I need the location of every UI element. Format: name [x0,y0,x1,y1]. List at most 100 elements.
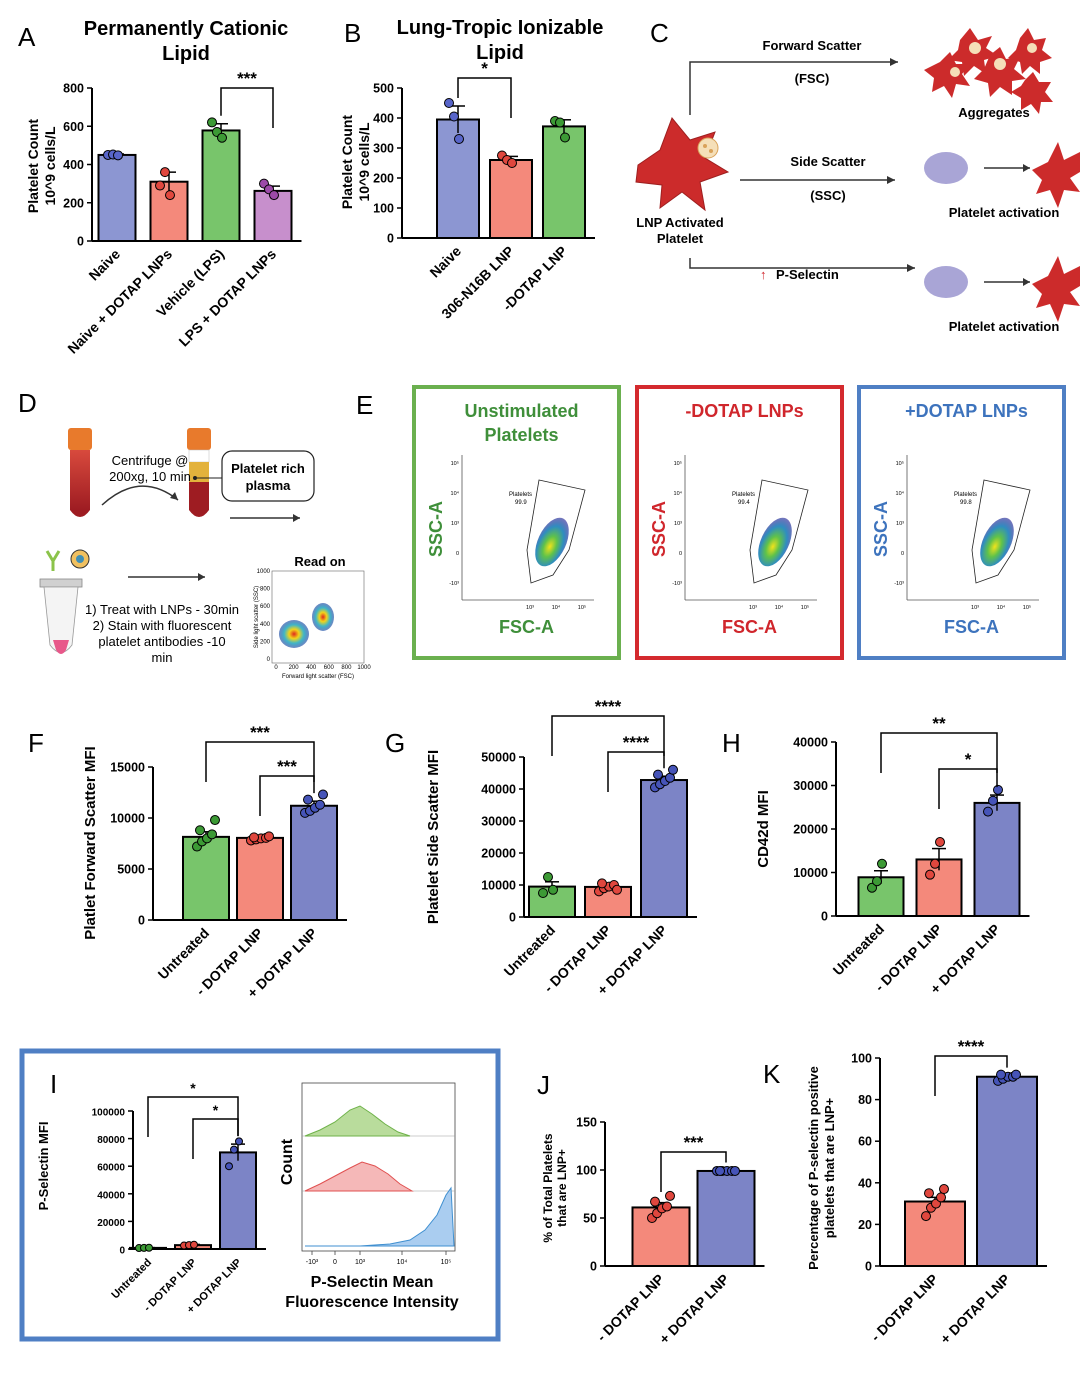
panel-j-chart: 0 50 100 150 - DOTAP LNP+ DOTAP LNP *** [576,1116,765,1347]
data-point [548,884,558,895]
mini-plot-ticks: 0 200 400 600 800 1000 0 200 400 600 800 1000 [257,569,372,671]
category-label: Naive + DOTAP LNPs [64,246,175,357]
data-point [225,1162,233,1171]
significance-label: *** [684,1133,704,1152]
flow-x-tick: 10⁵ [801,604,809,611]
flow-y-label: SSC-A [871,501,891,557]
data-point [996,1069,1006,1080]
data-point [318,789,328,800]
data-point [454,134,464,144]
read-label: Read on [294,554,345,569]
significance-label: * [190,1080,196,1096]
significance-label: **** [958,1037,985,1056]
hist-tick-label: 10⁵ [441,1259,452,1266]
y-tick-label: 100000 [92,1108,126,1119]
mini-plot-ylabel: Side light scatter (SSC) [254,586,260,648]
y-tick-label: 30000 [793,779,828,793]
data-point [872,876,882,887]
panel-letter-d: D [18,388,37,418]
resting-platelet-icon [924,152,968,184]
data-point [113,150,123,161]
data-point [668,764,678,775]
panel-a-ylabel-line2: 10^9 cells/L [42,126,58,205]
data-point [235,1137,243,1146]
mini-plot-xlabel: Forward light scatter (FSC) [282,674,354,680]
flow-y-tick: 0 [456,551,459,557]
data-point [230,1145,238,1154]
significance-label: ** [932,714,946,733]
bar-untreated [182,835,230,921]
flow-y-tick: 10⁴ [674,490,683,497]
category-label: + DOTAP LNP [656,1271,732,1347]
step-4: min [152,650,173,665]
panel-letter-j: J [537,1070,550,1100]
mini-x-tick: 0 [274,665,278,671]
panel-j-ylabel: % of Total Platelets [541,1133,555,1242]
up-arrow-icon: ↑ [760,267,767,282]
significance-bracket [147,1096,239,1137]
bar--dotap-lnp [640,779,688,918]
data-point [190,1240,198,1249]
panel-a-ylabel: Platelet Count [25,119,41,213]
flow-x-tick: 10⁴ [775,604,784,611]
significance-label: *** [277,757,297,776]
data-point [207,117,217,128]
y-tick-label: 40000 [97,1190,125,1201]
significance-label: **** [595,697,622,716]
bar--dotap-lnp [973,801,1021,918]
category-label: + DOTAP LNP [937,1271,1013,1347]
platelet-activation-label: Platelet activation [949,205,1060,220]
mini-x-tick: 200 [289,665,300,671]
significance-bracket [551,715,665,756]
panel-b-ylabel: Platelet Count [339,115,355,209]
data-point [650,1196,660,1207]
mini-y-tick: 1000 [257,569,271,575]
resting-platelet-icon-2 [924,266,968,298]
panel-e: E Unstimulated Platelets 10⁵ 10⁴ 10³ 0 -10³ 10³… [356,385,1066,660]
y-tick-label: 40000 [481,783,516,797]
data-point [538,888,548,898]
data-point [665,1190,675,1201]
y-tick-label: 0 [138,914,145,928]
y-tick-label: 0 [590,1260,597,1274]
flow-gate-percent: 99.4 [738,500,750,506]
prp-label: Platelet rich [231,461,305,476]
y-tick-label: 400 [63,158,84,172]
panel-j-ylabel-line2: that are LNP+ [555,1149,569,1227]
panel-a-title: Permanently Cationic [84,18,289,40]
data-point [925,869,935,880]
centrifuge-text-line2: 200xg, 10 min [109,469,191,484]
flow-y-tick: 0 [901,551,904,557]
activated-platelet-icon [635,117,730,212]
mini-y-tick: 600 [260,604,271,610]
data-point [160,167,170,178]
significance-bracket [607,751,665,792]
panel-a: A Permanently Cationic Lipid Platelet Co… [18,18,302,357]
pselectin-arrow [689,258,915,269]
antibody-icon [45,550,61,571]
centrifuge-arrowhead [170,492,178,500]
flow-x-tick: 10³ [971,605,979,611]
significance-bracket [938,768,998,809]
panel-k-ylabel-line2: platelets that are LNP+ [822,1097,837,1238]
panel-j: J % of Total Platelets that are LNP+ 0 50… [537,1070,765,1347]
y-tick-label: 400 [373,112,394,126]
y-tick-label: 0 [119,1246,125,1257]
y-tick-label: 40 [858,1176,872,1190]
data-point [662,1201,672,1212]
fsc-abbrev: (FSC) [795,71,830,86]
platelet-activation-label-2: Platelet activation [949,319,1060,334]
flow-x-tick: 10⁴ [997,604,1006,611]
data-point [867,882,877,893]
separated-tube-icon [187,428,222,517]
data-point [653,769,663,780]
mini-x-tick: 1000 [357,665,371,671]
flow-plot-frame [857,385,1066,660]
panel-b: B Lung-Tropic Ionizable Lipid Platelet C… [339,17,603,322]
blood-tube-icon [68,428,92,517]
category-label: Naive [426,243,464,281]
flow-plot-1: Unstimulated Platelets 10⁵ 10⁴ 10³ 0 -10³ 10³ 10… [412,385,621,660]
fsc-label: Forward Scatter [763,38,862,53]
